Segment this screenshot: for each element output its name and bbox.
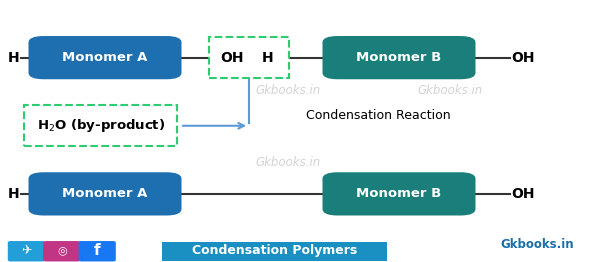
Text: Gkbooks.in: Gkbooks.in: [256, 84, 320, 97]
Text: H: H: [7, 51, 19, 65]
Text: Gkbooks.in: Gkbooks.in: [256, 156, 320, 169]
Text: OH: OH: [511, 51, 535, 65]
FancyBboxPatch shape: [209, 37, 289, 78]
FancyBboxPatch shape: [8, 241, 45, 261]
Text: OH: OH: [511, 187, 535, 201]
FancyBboxPatch shape: [43, 241, 80, 261]
Text: Gkbooks.in: Gkbooks.in: [418, 84, 482, 97]
Text: ◎: ◎: [57, 245, 67, 255]
Text: Monomer B: Monomer B: [356, 187, 442, 200]
Text: H: H: [7, 187, 19, 201]
FancyBboxPatch shape: [24, 105, 177, 146]
Text: H: H: [262, 51, 274, 65]
FancyBboxPatch shape: [323, 172, 476, 215]
Text: H$_2$O (by-product): H$_2$O (by-product): [37, 117, 165, 134]
FancyBboxPatch shape: [79, 241, 116, 261]
Text: Monomer A: Monomer A: [62, 187, 148, 200]
FancyBboxPatch shape: [29, 172, 182, 215]
Text: Monomer B: Monomer B: [356, 51, 442, 64]
Text: Gkbooks.in: Gkbooks.in: [500, 238, 574, 252]
FancyBboxPatch shape: [162, 242, 387, 261]
FancyBboxPatch shape: [323, 36, 476, 79]
Text: f: f: [94, 243, 101, 258]
Text: Monomer A: Monomer A: [62, 51, 148, 64]
Text: OH: OH: [220, 51, 244, 65]
Text: Condensation Reaction: Condensation Reaction: [305, 109, 451, 122]
Text: ✈: ✈: [21, 244, 32, 257]
FancyBboxPatch shape: [29, 36, 182, 79]
Text: Condensation Polymers: Condensation Polymers: [191, 244, 357, 257]
